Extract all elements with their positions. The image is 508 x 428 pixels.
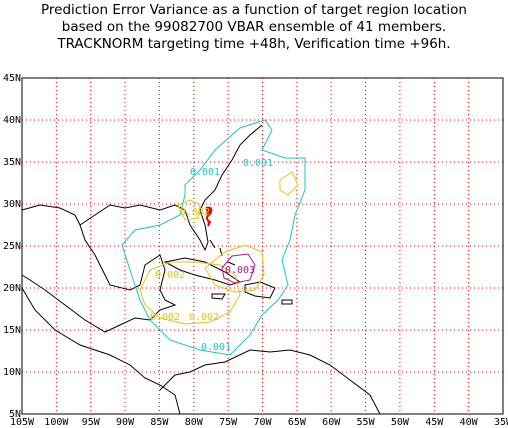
contour [139, 261, 241, 325]
contour-label: 0.002 [189, 312, 219, 323]
title-line: Prediction Error Variance as a function … [41, 2, 467, 18]
lon-tick-label: 105W [10, 417, 35, 428]
storm-symbol [205, 206, 213, 227]
lat-tick-label: 10N [3, 367, 21, 378]
lon-tick-label: 60W [322, 417, 341, 428]
title-line: TRACKNORM targeting time +48h, Verificat… [56, 36, 450, 52]
lon-tick-label: 50W [391, 417, 410, 428]
contour-label: 0.001 [190, 167, 220, 178]
lon-tick-label: 85W [150, 417, 169, 428]
puerto-rico [281, 299, 293, 305]
lon-tick-label: 100W [44, 417, 69, 428]
lat-tick-label: 40N [3, 115, 21, 126]
lon-tick-label: 75W [219, 417, 238, 428]
contour [177, 199, 201, 221]
lon-tick-label: 70W [253, 417, 272, 428]
lon-tick-label: 55W [357, 417, 376, 428]
lon-tick-label: 80W [185, 417, 204, 428]
coastline [159, 349, 381, 415]
contour-label: 0.002 [150, 312, 180, 323]
lon-tick-label: 35W [494, 417, 508, 428]
contours [121, 119, 306, 356]
contour [221, 253, 256, 284]
lat-tick-label: 45N [3, 73, 21, 84]
contour [204, 244, 265, 293]
coastline [79, 124, 263, 252]
lon-tick-label: 90W [116, 417, 135, 428]
lat-tick-label: 30N [3, 199, 21, 210]
lat-tick-label: 20N [3, 283, 21, 294]
hispaniola [244, 281, 276, 299]
lat-tick-label: 35N [3, 157, 21, 168]
coastline [21, 287, 181, 415]
contour-label: 0.002 [180, 207, 210, 218]
contour [279, 171, 299, 196]
lon-tick-label: 40W [460, 417, 479, 428]
lat-tick-label: 5N [9, 409, 21, 420]
lon-tick-label: 45W [425, 417, 444, 428]
contour [121, 119, 306, 356]
map-frame [21, 77, 504, 415]
lat-tick-label: 25N [3, 241, 21, 252]
contour-label: 0.001 [243, 158, 273, 169]
contour-label: 0.001 [201, 342, 231, 353]
lon-tick-label: 65W [288, 417, 307, 428]
lon-tick-label: 95W [82, 417, 101, 428]
contour-label: 0.002 [155, 270, 185, 281]
coastlines [21, 124, 381, 415]
lat-tick-label: 15N [3, 325, 21, 336]
jamaica [211, 293, 226, 300]
title-line: based on the 99082700 VBAR ensemble of 4… [62, 19, 446, 35]
grid [21, 77, 504, 415]
contour-label: 0.003 [225, 265, 255, 276]
coastline [21, 204, 177, 333]
